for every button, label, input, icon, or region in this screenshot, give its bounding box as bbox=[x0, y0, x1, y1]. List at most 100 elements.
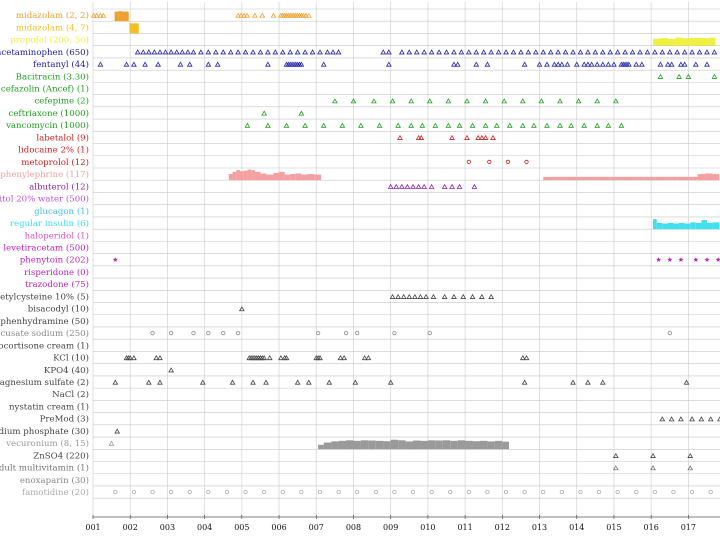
dose-event-marker bbox=[594, 98, 601, 104]
dose-event-marker bbox=[389, 98, 396, 104]
dose-event-marker bbox=[317, 49, 323, 55]
dose-event-marker bbox=[599, 49, 606, 55]
x-tick-label: 014 bbox=[569, 523, 584, 532]
dose-bar bbox=[708, 37, 716, 46]
row-label: Bacitracin (3.30) bbox=[16, 71, 89, 82]
dose-event-marker bbox=[464, 98, 470, 104]
row-label: propofol (200, 56) bbox=[10, 35, 89, 46]
dose-event-marker bbox=[153, 355, 160, 361]
dose-event-marker bbox=[488, 49, 495, 55]
dose-event-marker bbox=[559, 489, 564, 495]
dose-event-marker bbox=[575, 98, 582, 104]
dose-bar bbox=[114, 11, 119, 22]
dose-event-marker bbox=[558, 61, 565, 67]
row-label: adult multivitamin (1) bbox=[0, 463, 89, 474]
dose-event-marker bbox=[555, 61, 562, 67]
dose-event-marker bbox=[385, 61, 392, 67]
dose-event-marker bbox=[478, 293, 485, 299]
dose-bar bbox=[472, 441, 480, 450]
dose-bar bbox=[338, 440, 347, 450]
dose-event-marker bbox=[451, 293, 457, 299]
x-tick-label: 002 bbox=[123, 523, 138, 532]
dose-bar bbox=[346, 440, 354, 450]
x-tick-label: 001 bbox=[85, 523, 100, 532]
row-label: cefepime (2) bbox=[34, 96, 89, 107]
row-label: magnesium sulfate (2) bbox=[0, 377, 89, 388]
dose-event-marker bbox=[704, 61, 710, 67]
row-label: risperidone (0) bbox=[24, 267, 89, 278]
dose-event-marker bbox=[421, 183, 428, 189]
row-label: mannitol 20% water (500) bbox=[0, 194, 89, 205]
dose-event-marker bbox=[224, 489, 230, 495]
dose-bar bbox=[129, 23, 133, 34]
dose-event-marker bbox=[469, 293, 476, 299]
dose-event-marker bbox=[415, 183, 422, 189]
dose-event-marker bbox=[596, 489, 602, 495]
dose-event-marker bbox=[397, 134, 403, 140]
dose-event-marker bbox=[605, 122, 612, 128]
row-label: glucagon (1) bbox=[34, 206, 89, 217]
dose-bar bbox=[368, 440, 376, 450]
dose-bar bbox=[677, 176, 689, 181]
dose-event-marker bbox=[482, 134, 489, 140]
dose-bar bbox=[543, 176, 555, 181]
dose-bar bbox=[679, 222, 685, 230]
dose-event-marker bbox=[265, 49, 271, 55]
dose-event-marker bbox=[510, 49, 517, 55]
dose-bar bbox=[323, 442, 332, 450]
dose-event-marker bbox=[503, 489, 509, 495]
dose-event-marker bbox=[257, 49, 264, 55]
dose-event-marker bbox=[355, 489, 360, 495]
dose-event-marker bbox=[299, 489, 304, 495]
dose-bar bbox=[228, 174, 233, 181]
dose-event-marker bbox=[398, 440, 405, 446]
dose-event-marker bbox=[689, 49, 695, 55]
dose-event-marker bbox=[419, 122, 426, 128]
dose-event-marker bbox=[557, 122, 563, 128]
dose-event-marker bbox=[629, 49, 636, 55]
dose-bar bbox=[706, 222, 713, 230]
dose-event-marker bbox=[521, 61, 528, 67]
x-tick-label: 007 bbox=[309, 523, 324, 532]
dose-event-marker bbox=[540, 49, 547, 55]
dose-event-marker bbox=[585, 379, 591, 385]
row-label: albuterol (12) bbox=[29, 181, 89, 192]
dose-event-marker bbox=[206, 330, 211, 336]
dose-event-marker bbox=[456, 122, 463, 128]
x-tick-label: 010 bbox=[420, 523, 435, 532]
x-tick-label: 016 bbox=[644, 523, 659, 532]
dose-event-marker bbox=[622, 49, 629, 55]
dose-event-marker bbox=[469, 122, 476, 128]
dose-event-marker bbox=[331, 98, 338, 104]
dose-event-marker bbox=[408, 122, 415, 128]
dose-event-marker bbox=[387, 183, 394, 189]
dose-event-marker bbox=[611, 61, 617, 67]
dose-event-marker bbox=[547, 49, 554, 55]
dose-event-marker bbox=[395, 122, 402, 128]
row-label: PreMod (3) bbox=[40, 414, 89, 425]
dose-event-marker bbox=[114, 428, 121, 434]
dose-event-marker bbox=[198, 49, 204, 55]
dose-event-marker bbox=[287, 49, 294, 55]
dose-event-marker bbox=[270, 12, 277, 18]
dose-bar bbox=[398, 440, 406, 450]
dose-event-marker bbox=[522, 489, 527, 495]
dose-bar bbox=[697, 174, 706, 181]
dose-event-marker bbox=[238, 12, 244, 18]
dose-event-marker bbox=[657, 61, 664, 67]
grid-lines bbox=[92, 2, 689, 517]
dose-bar bbox=[494, 440, 503, 450]
dose-event-marker bbox=[692, 61, 699, 67]
x-tick-label: 011 bbox=[457, 523, 472, 532]
dose-event-marker bbox=[707, 416, 714, 422]
dose-event-marker bbox=[423, 293, 429, 299]
dose-bar bbox=[690, 37, 700, 46]
dose-bar bbox=[487, 441, 495, 450]
dose-event-marker bbox=[418, 134, 425, 140]
dose-event-marker bbox=[100, 12, 107, 18]
dose-event-marker bbox=[506, 122, 513, 128]
dose-event-marker bbox=[90, 12, 97, 18]
dose-event-marker bbox=[229, 379, 236, 385]
dose-bar bbox=[243, 170, 248, 181]
dose-event-marker bbox=[387, 379, 394, 385]
